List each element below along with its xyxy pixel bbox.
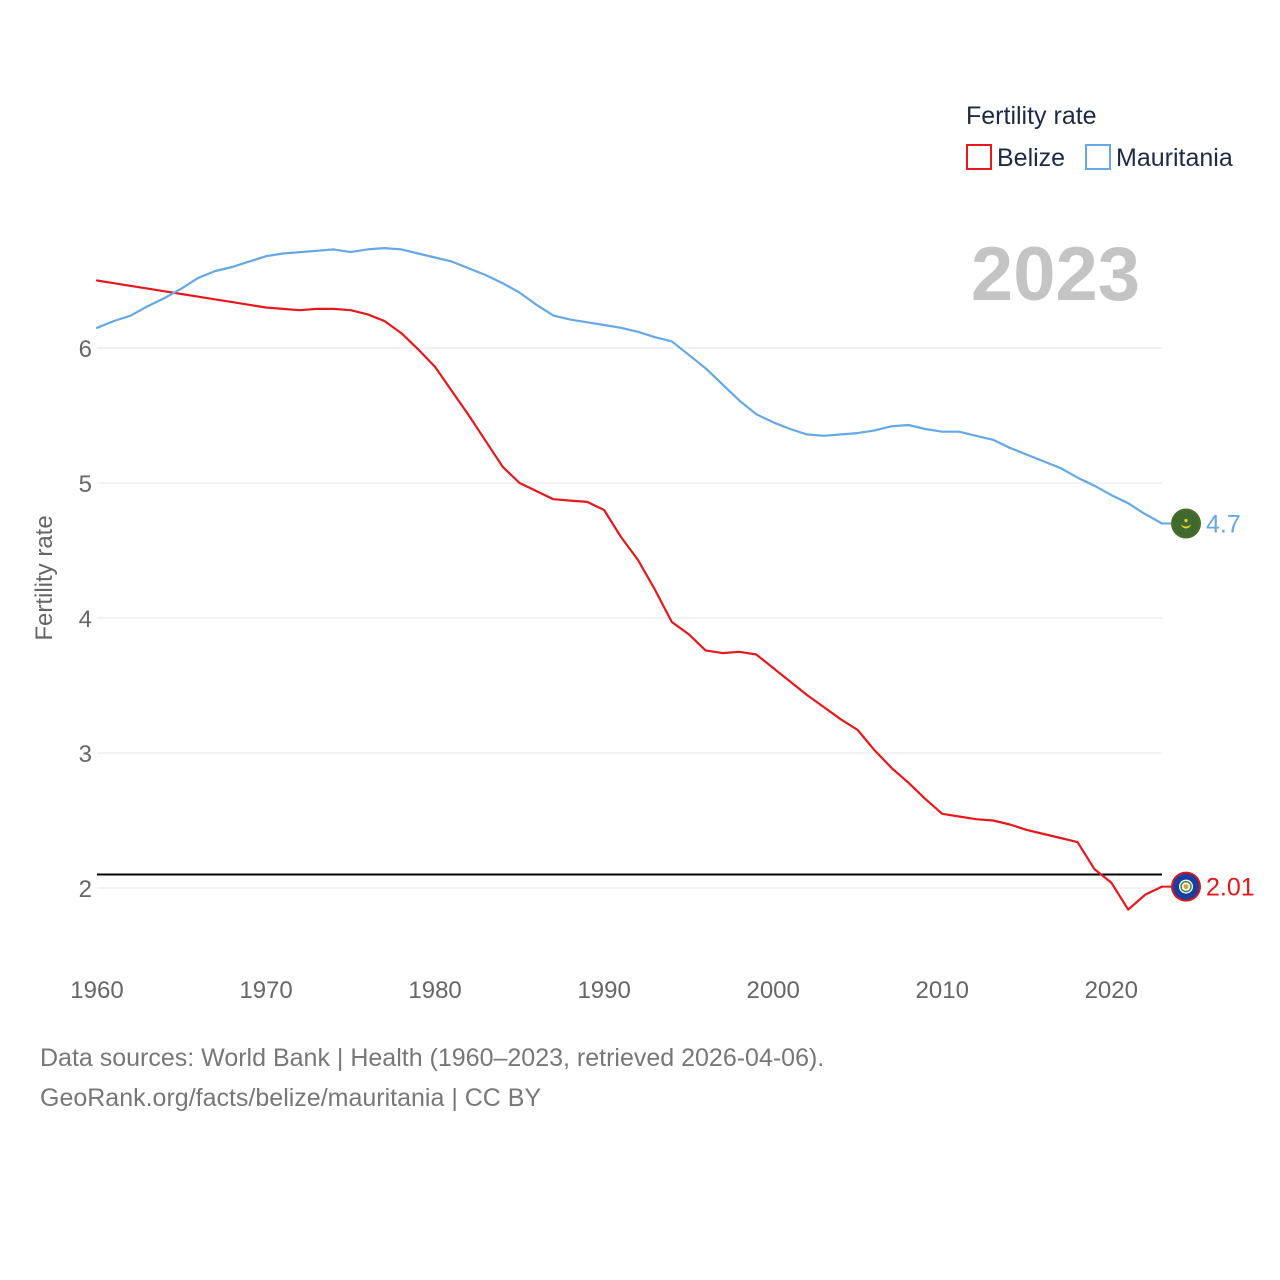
y-tick-label-5: 5 [79,471,92,498]
legend-item-mauritania[interactable]: Mauritania [1085,144,1233,172]
x-tick-label-1960: 1960 [70,977,123,1004]
y-tick-label-6: 6 [79,336,92,363]
y-tick-label-4: 4 [79,606,92,633]
y-tick-label-2: 2 [79,876,92,903]
x-tick-label-1970: 1970 [239,977,292,1004]
y-tick-label-3: 3 [79,741,92,768]
belize-end-value: 2.01 [1206,874,1255,902]
legend-swatch-belize [966,144,992,170]
belize-flag-icon [1171,871,1201,902]
x-tick-label-1980: 1980 [408,977,461,1004]
mauritania-end-value: 4.7 [1206,511,1241,539]
mauritania-end-marker: 4.7 [1171,508,1241,539]
legend-item-belize[interactable]: Belize [966,144,1065,172]
x-tick-label-2010: 2010 [916,977,969,1004]
data-sources-note: Data sources: World Bank | Health (1960–… [40,1044,825,1072]
mauritania-flag-icon [1171,508,1201,539]
y-axis-ticks: 2 3 4 5 6 [79,336,92,903]
legend-title: Fertility rate [966,102,1097,130]
y-axis-title: Fertility rate [31,515,58,640]
series-line-belize [95,279,1164,911]
x-tick-label-1990: 1990 [577,977,630,1004]
x-tick-label-2020: 2020 [1085,977,1138,1004]
legend-label-belize: Belize [997,144,1065,172]
series-lines [95,247,1171,911]
series-line-mauritania [95,247,1164,525]
legend-label-mauritania: Mauritania [1116,144,1233,172]
x-axis-ticks: 1960 1970 1980 1990 2000 2010 2020 [70,977,1138,1004]
legend: Fertility rate Belize Mauritania [966,102,1233,172]
gridlines [97,347,1162,889]
x-tick-label-2000: 2000 [746,977,799,1004]
belize-end-marker: 2.01 [1171,871,1255,902]
legend-swatch-mauritania [1085,144,1111,170]
year-label: 2023 [971,232,1140,317]
credit-link[interactable]: GeoRank.org/facts/belize/mauritania | CC… [40,1084,542,1112]
